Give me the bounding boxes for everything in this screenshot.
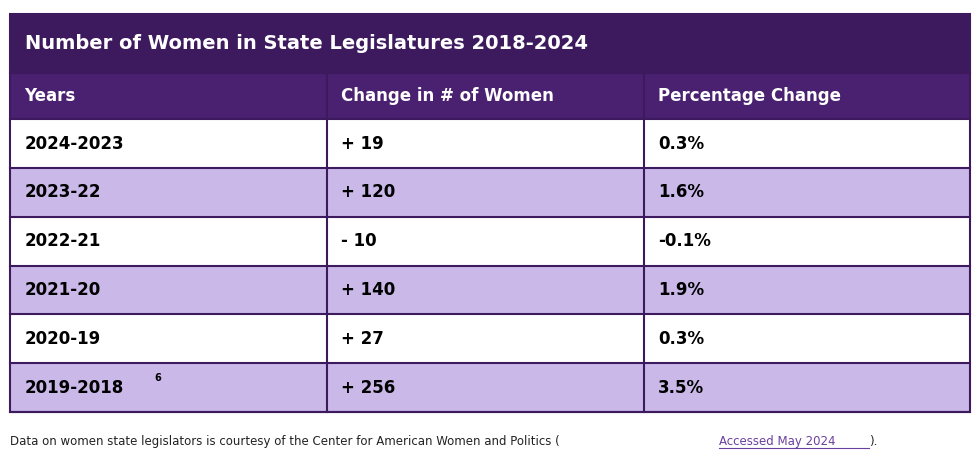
Text: 2020-19: 2020-19 <box>24 330 101 348</box>
Bar <box>10 363 970 412</box>
Text: 3.5%: 3.5% <box>659 379 705 397</box>
Text: 2024-2023: 2024-2023 <box>24 135 124 153</box>
Text: -0.1%: -0.1% <box>659 232 711 250</box>
Text: 2019-2018: 2019-2018 <box>24 379 123 397</box>
Text: Accessed May 2024: Accessed May 2024 <box>719 436 836 448</box>
Text: 1.6%: 1.6% <box>659 183 705 202</box>
Text: 2021-20: 2021-20 <box>24 281 101 299</box>
Bar <box>10 168 970 217</box>
Text: ).: ). <box>869 436 878 448</box>
Text: + 256: + 256 <box>341 379 396 397</box>
Bar <box>10 266 970 315</box>
Bar <box>10 73 326 119</box>
Text: - 10: - 10 <box>341 232 377 250</box>
Text: + 140: + 140 <box>341 281 396 299</box>
Text: 6: 6 <box>155 373 162 383</box>
Bar <box>644 73 970 119</box>
Text: 1.9%: 1.9% <box>659 281 705 299</box>
Text: Years: Years <box>24 87 75 105</box>
Text: 0.3%: 0.3% <box>659 135 705 153</box>
Bar <box>10 14 970 73</box>
Text: + 27: + 27 <box>341 330 384 348</box>
Bar <box>10 119 970 168</box>
Bar <box>10 217 970 266</box>
Text: + 19: + 19 <box>341 135 384 153</box>
Text: + 120: + 120 <box>341 183 396 202</box>
Bar <box>10 315 970 363</box>
Text: Data on women state legislators is courtesy of the Center for American Women and: Data on women state legislators is court… <box>10 436 560 448</box>
Text: 2023-22: 2023-22 <box>24 183 101 202</box>
Text: Change in # of Women: Change in # of Women <box>341 87 555 105</box>
Text: Number of Women in State Legislatures 2018-2024: Number of Women in State Legislatures 20… <box>24 34 587 53</box>
Text: 0.3%: 0.3% <box>659 330 705 348</box>
Bar <box>326 73 644 119</box>
Text: 2022-21: 2022-21 <box>24 232 101 250</box>
Text: Percentage Change: Percentage Change <box>659 87 842 105</box>
